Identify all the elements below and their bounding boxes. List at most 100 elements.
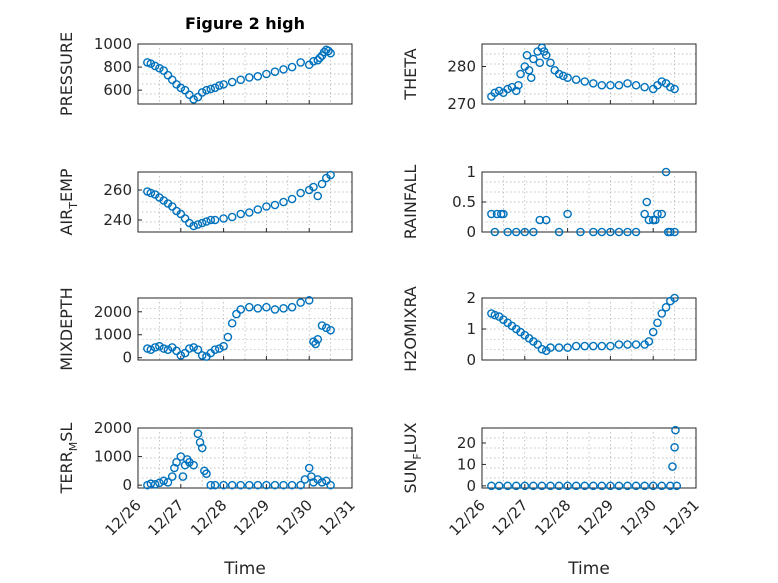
y-tick-label: 0	[466, 223, 476, 241]
data-point	[223, 332, 233, 342]
data-point	[588, 481, 598, 491]
data-point	[227, 318, 237, 328]
data-point	[210, 215, 220, 225]
data-point	[535, 58, 545, 68]
data-point	[253, 304, 263, 313]
data-point	[606, 341, 615, 351]
data-point	[576, 227, 585, 237]
plot-frame	[481, 427, 697, 489]
data-point	[296, 58, 305, 67]
data-point	[150, 61, 160, 71]
data-point	[657, 77, 667, 86]
y-axis-label: THETA	[401, 48, 420, 100]
y-tick-label: 270	[447, 95, 476, 113]
subplot-theta: 270 280 THETA	[401, 43, 697, 113]
data-point	[670, 293, 679, 303]
data-point	[197, 88, 207, 97]
data-point	[197, 218, 207, 228]
data-point	[661, 302, 671, 312]
data-point	[644, 215, 654, 225]
y-axis-label: AIRTEMP	[57, 168, 80, 235]
data-point	[315, 53, 325, 63]
data-point	[529, 227, 538, 237]
data-point	[163, 345, 173, 354]
subplot-pressure: 600 800 1000 PRESSURE	[57, 32, 353, 116]
y-tick-label: 0	[466, 351, 476, 369]
data-point	[541, 50, 551, 60]
data-point	[529, 481, 538, 491]
data-point	[529, 54, 538, 64]
y-tick-label: 20	[457, 434, 476, 452]
data-point	[206, 215, 216, 225]
data-point	[644, 337, 654, 346]
data-point	[236, 480, 246, 490]
data-point	[490, 227, 500, 237]
data-point	[279, 197, 288, 207]
data-point	[210, 345, 220, 354]
data-point	[326, 48, 335, 58]
data-point	[642, 197, 652, 207]
x-tick-label: 12/27	[488, 496, 531, 539]
data-point	[661, 167, 671, 177]
data-point	[219, 480, 228, 490]
y-tick-label: 240	[103, 211, 132, 229]
data-point	[146, 345, 156, 354]
data-point	[287, 302, 297, 312]
data-point	[490, 310, 500, 320]
y-tick-label: 1000	[94, 35, 132, 53]
data-point	[511, 481, 521, 491]
data-point	[322, 323, 331, 333]
data-point	[159, 476, 168, 486]
data-point	[640, 481, 649, 491]
data-point	[571, 75, 581, 84]
subplot-mixdepth: 0 1000 2000 MIXDEPTH	[57, 287, 353, 371]
data-point	[167, 75, 177, 85]
data-point	[588, 341, 598, 351]
data-point	[597, 227, 607, 237]
y-tick-label: 1000	[94, 326, 132, 344]
data-point	[236, 305, 246, 314]
y-tick-label: 260	[103, 181, 132, 199]
data-point	[668, 462, 677, 471]
data-point	[541, 215, 551, 225]
data-point	[640, 82, 649, 92]
data-point	[202, 469, 211, 479]
data-point	[670, 227, 679, 237]
data-point	[648, 481, 658, 491]
subplot-air-temp: 240 260 AIRTEMP	[57, 168, 353, 236]
x-tick-label: 12/28	[187, 496, 230, 539]
data-point	[516, 69, 525, 79]
data-point	[546, 481, 555, 491]
data-point	[623, 481, 632, 491]
data-point	[189, 221, 198, 231]
x-tick-label: 12/28	[531, 496, 574, 539]
data-point	[296, 188, 305, 198]
data-point	[176, 209, 186, 219]
data-point	[554, 69, 564, 79]
x-tick-label: 12/26	[446, 496, 489, 539]
data-point	[262, 202, 271, 211]
data-point	[526, 73, 536, 83]
y-tick-label: 0	[122, 349, 132, 367]
data-point	[657, 481, 667, 491]
data-point	[206, 480, 216, 490]
data-point	[503, 84, 512, 94]
data-point	[270, 200, 280, 210]
data-point	[511, 227, 521, 237]
data-point	[159, 344, 168, 353]
data-point	[648, 327, 658, 337]
data-point	[262, 480, 271, 490]
data-point	[202, 85, 211, 95]
y-tick-label: 2000	[94, 419, 132, 437]
y-axis-label: SUNFLUX	[401, 422, 424, 493]
data-point	[492, 209, 502, 219]
data-point	[322, 476, 331, 486]
data-point	[185, 344, 194, 353]
data-point	[580, 481, 590, 491]
data-point	[236, 75, 246, 85]
data-point	[631, 481, 641, 491]
y-tick-label: 10	[457, 455, 476, 473]
data-point	[520, 227, 530, 237]
data-point	[670, 442, 679, 452]
data-point	[253, 205, 263, 214]
